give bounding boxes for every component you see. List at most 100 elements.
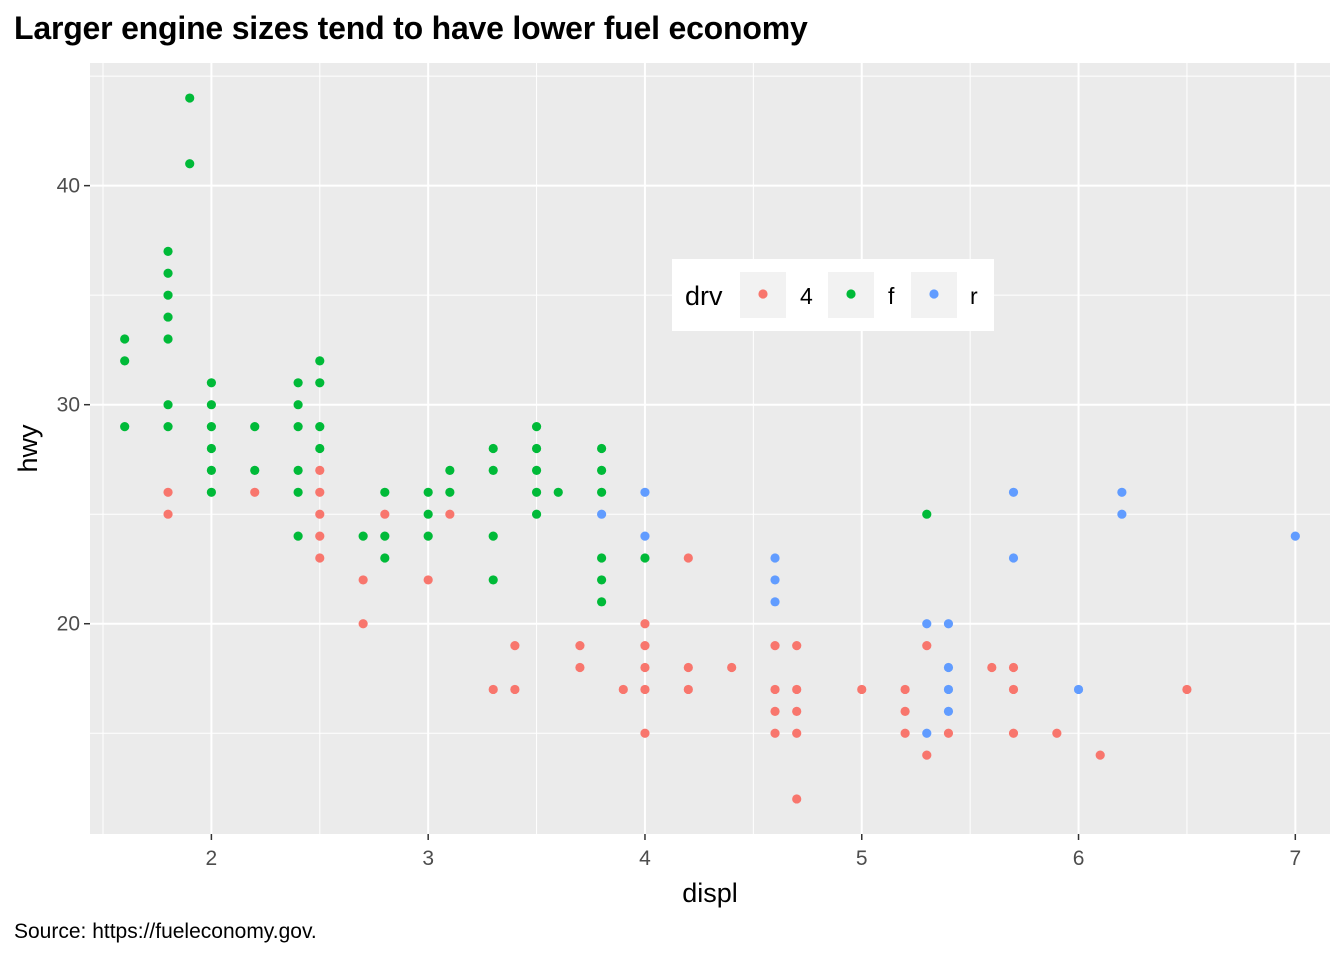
data-point-r <box>770 553 780 563</box>
data-point-4 <box>770 706 780 716</box>
data-point-f <box>315 421 325 432</box>
data-point-f <box>597 553 607 563</box>
data-point-r <box>640 531 650 541</box>
y-tick-label: 30 <box>57 394 80 417</box>
data-point-f <box>185 93 195 103</box>
x-axis-title: displ <box>682 878 738 908</box>
data-point-f <box>163 246 173 256</box>
chart-title: Larger engine sizes tend to have lower f… <box>14 10 808 46</box>
data-point-r <box>922 619 932 629</box>
data-point-4 <box>510 641 520 651</box>
data-point-4 <box>1008 662 1019 673</box>
x-tick-label: 6 <box>1073 847 1085 870</box>
data-point-4 <box>792 794 802 804</box>
data-point-r <box>1008 553 1019 563</box>
data-point-f <box>445 487 455 497</box>
data-point-4 <box>315 465 325 476</box>
data-point-r <box>1073 684 1084 695</box>
data-point-4 <box>683 684 693 695</box>
data-point-4 <box>315 553 325 563</box>
data-point-4 <box>792 706 802 716</box>
data-point-f <box>597 443 607 454</box>
data-point-f <box>293 400 303 410</box>
data-point-f <box>185 159 195 169</box>
data-point-4 <box>575 641 585 651</box>
data-point-4 <box>640 728 650 738</box>
data-point-f <box>597 465 607 476</box>
data-point-f <box>488 465 498 476</box>
data-point-f <box>315 443 325 454</box>
data-point-f <box>120 334 130 344</box>
data-point-f <box>206 465 216 476</box>
data-point-f <box>488 575 498 585</box>
data-point-f <box>163 421 173 432</box>
x-tick-label: 5 <box>856 847 868 870</box>
data-point-f <box>293 487 303 497</box>
data-point-r <box>943 684 954 695</box>
data-point-4 <box>900 706 910 716</box>
data-point-4 <box>445 509 455 519</box>
data-point-4 <box>640 662 650 673</box>
data-point-4 <box>163 487 173 497</box>
data-point-f <box>380 531 390 541</box>
data-point-4 <box>640 641 650 651</box>
legend-label-f: f <box>888 283 895 309</box>
data-point-4 <box>900 684 910 695</box>
data-point-4 <box>683 662 693 673</box>
data-point-4 <box>900 728 910 738</box>
data-point-4 <box>987 662 997 673</box>
data-point-4 <box>727 662 737 673</box>
data-point-f <box>120 356 130 366</box>
legend-marker-4 <box>758 289 768 299</box>
data-point-f <box>163 268 173 278</box>
data-point-4 <box>922 750 932 760</box>
data-point-4 <box>943 728 954 738</box>
data-point-f <box>293 465 303 476</box>
data-point-f <box>488 531 498 541</box>
y-tick-label: 40 <box>57 175 80 198</box>
data-point-f <box>488 443 498 454</box>
data-point-f <box>250 465 260 476</box>
data-point-f <box>553 487 563 497</box>
x-tick-label: 4 <box>639 847 651 870</box>
data-point-f <box>531 509 542 519</box>
data-point-f <box>640 553 650 563</box>
data-point-f <box>423 509 433 519</box>
data-point-4 <box>575 662 585 673</box>
data-point-f <box>380 553 390 563</box>
data-point-f <box>293 421 303 432</box>
data-point-f <box>531 443 542 454</box>
legend-title: drv <box>685 281 723 311</box>
legend-marker-r <box>929 289 939 299</box>
data-point-f <box>922 509 932 519</box>
data-point-4 <box>488 684 498 695</box>
data-point-f <box>531 487 542 497</box>
y-axis-title: hwy <box>13 424 43 473</box>
data-point-r <box>922 728 932 738</box>
data-point-4 <box>640 619 650 629</box>
data-point-f <box>358 531 368 541</box>
data-point-f <box>163 312 173 322</box>
axes: 2 3 4 5 6 7 20 30 40 <box>57 175 1302 870</box>
data-point-f <box>163 334 173 344</box>
legend-label-r: r <box>970 283 978 309</box>
data-point-4 <box>163 509 173 519</box>
data-point-4 <box>510 684 520 695</box>
data-point-4 <box>792 641 802 651</box>
data-point-f <box>380 487 390 497</box>
data-point-4 <box>315 487 325 497</box>
legend-marker-f <box>846 289 856 299</box>
data-point-4 <box>380 509 390 519</box>
data-point-4 <box>358 575 368 585</box>
data-point-r <box>1117 509 1127 519</box>
data-point-r <box>640 487 650 497</box>
data-point-f <box>250 421 260 432</box>
data-point-4 <box>640 684 650 695</box>
data-point-4 <box>770 728 780 738</box>
data-point-r <box>1290 531 1300 541</box>
data-point-4 <box>423 575 433 585</box>
data-point-f <box>597 487 607 497</box>
data-point-f <box>531 421 542 432</box>
data-point-r <box>1008 487 1019 497</box>
